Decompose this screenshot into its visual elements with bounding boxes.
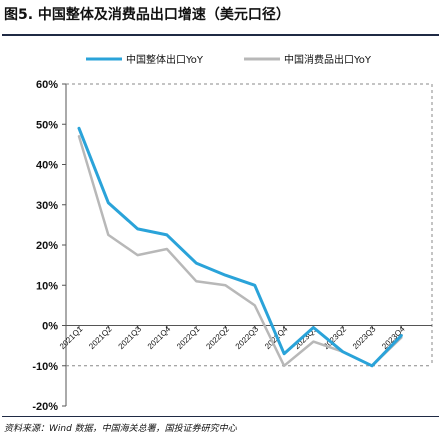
legend-label-1: 中国整体出口YoY: [126, 53, 204, 66]
x-tick-label: 2022Q3: [234, 324, 261, 351]
y-tick-label: 0%: [42, 321, 58, 333]
y-tick-label: 60%: [36, 79, 58, 91]
x-tick-label: 2021Q4: [146, 324, 173, 351]
y-tick-label: -10%: [32, 361, 58, 373]
series-lines: [77, 126, 403, 368]
x-axis: 2021Q1 2021Q2 2021Q3 2021Q4 2022Q1 2022Q2 2022…: [58, 324, 432, 351]
x-tick-label: 2021Q3: [117, 324, 144, 351]
series-line-2: [77, 135, 403, 368]
y-tick-label: 40%: [36, 160, 58, 172]
source-note: 资料来源：Wind 数据，中国海关总署，国投证券研究中心: [4, 424, 237, 434]
title-divider: [2, 34, 439, 36]
x-tick-label: 2022Q1: [175, 324, 202, 351]
x-tick-label: 2022Q2: [204, 324, 231, 351]
x-tick-label: 2021Q1: [58, 324, 85, 351]
y-tick-label: 50%: [36, 119, 58, 131]
series-line-1: [77, 126, 403, 368]
y-tick-label: -20%: [32, 401, 58, 413]
x-tick-label: 2021Q2: [87, 324, 114, 351]
line-chart: 中国整体出口YoY 中国消费品出口YoY -20% -10% 0% 10% 20% 30% 4…: [32, 53, 433, 413]
x-tick-label: 2023Q3: [351, 324, 378, 351]
legend-label-2: 中国消费品出口YoY: [284, 53, 372, 66]
legend: 中国整体出口YoY 中国消费品出口YoY: [86, 53, 372, 66]
chart-title: 图5. 中国整体及消费品出口增速（美元口径）: [4, 7, 290, 23]
y-tick-label: 10%: [36, 280, 58, 292]
y-axis: -20% -10% 0% 10% 20% 30% 40% 50% 60%: [32, 79, 433, 413]
y-tick-label: 20%: [36, 240, 58, 252]
x-tick-label: 2023Q4: [380, 324, 407, 351]
y-tick-label: 30%: [36, 200, 58, 212]
source-divider: [2, 416, 439, 417]
